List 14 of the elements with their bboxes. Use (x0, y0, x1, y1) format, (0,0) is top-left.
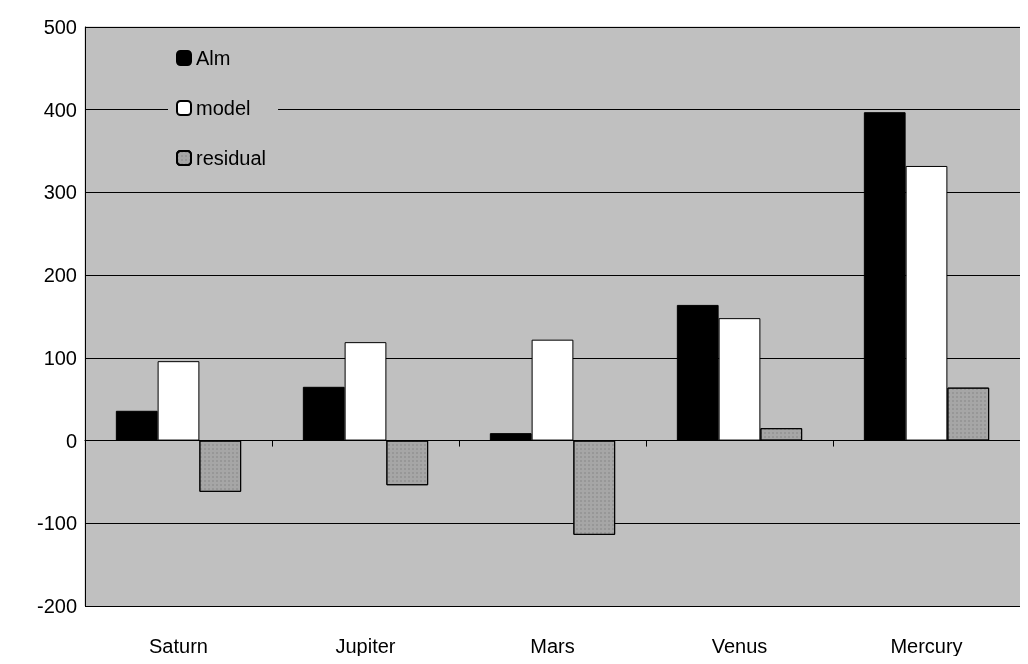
y-tick-label: -200 (36, 595, 77, 617)
x-tick-label: Venus (711, 635, 768, 657)
y-tick-label: 400 (43, 98, 77, 121)
y-tick-label: -100 (36, 512, 77, 535)
legend-label: residual (196, 147, 267, 169)
x-tick-label: Mars (530, 635, 575, 657)
y-tick-label: 0 (65, 429, 77, 452)
y-tick-label: 100 (43, 346, 77, 369)
y-tick-label: 300 (43, 181, 77, 204)
y-tick-label: 500 (43, 16, 77, 38)
x-tick-label: Saturn (149, 635, 208, 657)
y-tick-label: 200 (43, 264, 77, 287)
legend-label: model (196, 97, 251, 119)
legend-label: Alm (196, 47, 231, 69)
